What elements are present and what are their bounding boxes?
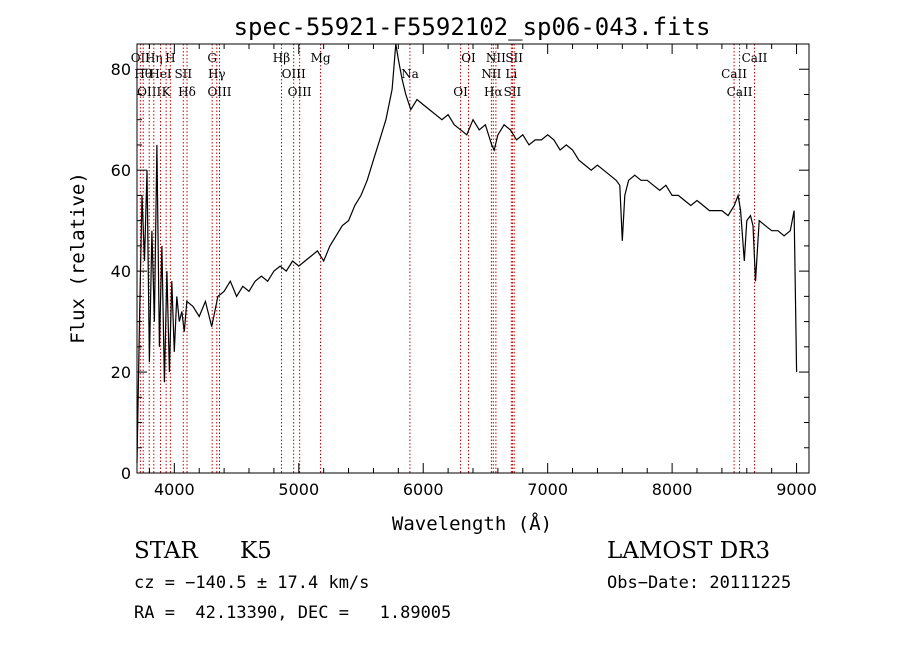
line-marker-label: Hη — [145, 51, 163, 65]
x-axis-label: Wavelength (Å) — [392, 512, 552, 535]
line-marker-label: OI — [453, 85, 468, 99]
obs-date: Obs−Date: 20111225 — [607, 573, 792, 593]
coordinates: RA = 42.13390, DEC = 1.89005 — [134, 603, 452, 623]
line-marker-label: Hα — [484, 85, 503, 99]
y-tick-label: 0 — [121, 464, 131, 483]
y-tick-label: 20 — [111, 363, 131, 382]
line-marker-label: OIII — [137, 85, 161, 99]
x-tick-label: 4000 — [154, 480, 195, 499]
x-tick-label: 9000 — [776, 480, 817, 499]
line-marker-label: G — [207, 51, 217, 65]
line-markers: OII Hθ OIII Hη HeI K H SII Hδ G Hγ OIII Hβ OIII OIII Mg… — [131, 44, 768, 473]
x-tick-label: 5000 — [278, 480, 319, 499]
x-tick-label: 6000 — [403, 480, 444, 499]
line-marker-label: NII — [486, 51, 506, 65]
line-marker-label: NII — [481, 67, 501, 81]
line-marker-label: SII — [174, 67, 192, 81]
object-subclass: K5 — [240, 538, 272, 564]
line-marker-label: CaII — [727, 85, 753, 99]
object-class: STAR — [134, 538, 198, 564]
line-marker-label: Li — [505, 67, 517, 81]
line-marker-label: H — [165, 51, 175, 65]
line-marker-label: HeI — [149, 67, 172, 81]
line-marker-label: K — [162, 85, 172, 99]
line-marker-label: Hθ — [134, 67, 152, 81]
line-marker-label: OIII — [282, 67, 306, 81]
survey-name: LAMOST DR3 — [607, 538, 771, 564]
line-marker-label: Na — [401, 67, 419, 81]
line-marker-label: OII — [131, 51, 151, 65]
x-tick-label: 8000 — [652, 480, 693, 499]
chart-title: spec-55921-F5592102_sp06-043.fits — [234, 13, 711, 41]
line-marker-label: SII — [504, 85, 522, 99]
x-tick-label: 7000 — [527, 480, 568, 499]
y-tick-label: 60 — [111, 161, 131, 180]
line-marker-label: Mg — [311, 51, 331, 65]
y-tick-label: 80 — [111, 60, 131, 79]
line-marker-label: OIII — [207, 85, 231, 99]
line-marker-label: CaII — [721, 67, 747, 81]
line-marker-label: Hγ — [208, 67, 226, 81]
line-marker-label: Hδ — [178, 85, 196, 99]
line-marker-label: OIII — [288, 85, 312, 99]
line-marker-label: CaII — [742, 51, 768, 65]
line-marker-label: Hβ — [273, 51, 290, 65]
axes: 4000 5000 6000 7000 8000 9000 0 20 40 60 80 — [111, 43, 817, 499]
redshift-readout: cz = −140.5 ± 17.4 km/s — [134, 573, 370, 593]
y-tick-label: 40 — [111, 262, 131, 281]
spectrum-series — [136, 43, 798, 463]
line-marker-label: SII — [505, 51, 523, 65]
spectrum-line — [136, 43, 798, 463]
line-marker-label: OI — [461, 51, 476, 65]
plot-frame — [136, 43, 810, 474]
y-axis-label: Flux (relative) — [67, 172, 89, 344]
